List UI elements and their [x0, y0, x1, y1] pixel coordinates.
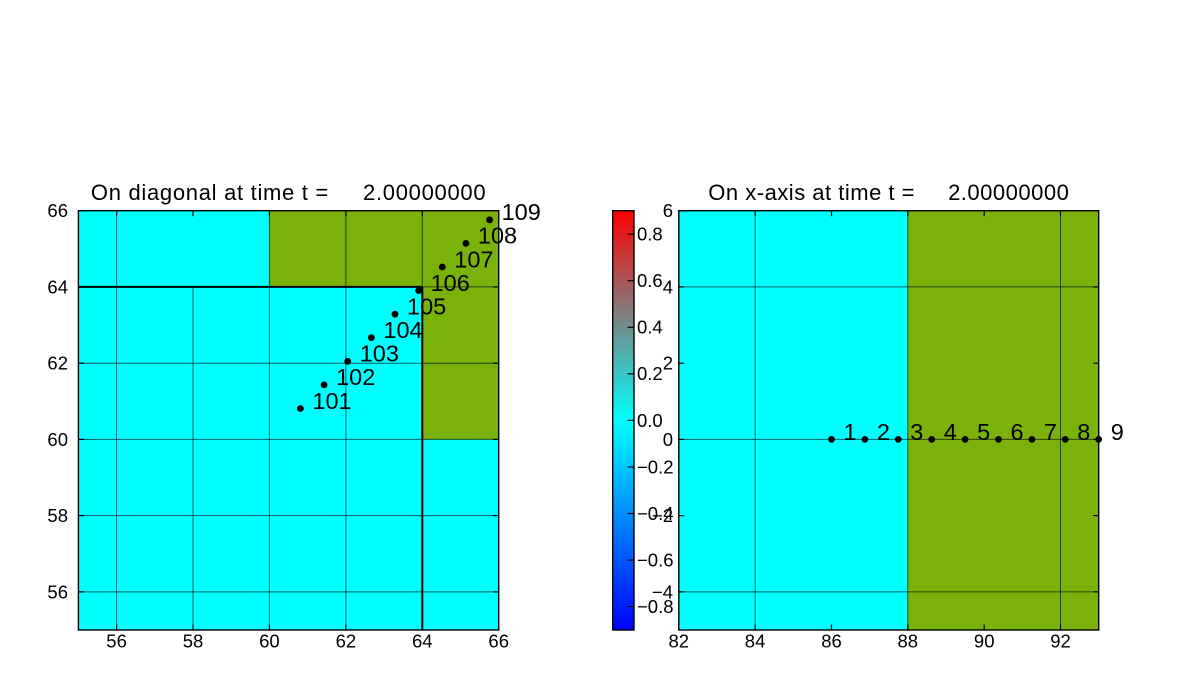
svg-text:On diagonal at time t = 2.: On diagonal at time t = 2.00000000 — [91, 180, 486, 205]
svg-text:58: 58 — [47, 505, 68, 526]
svg-text:0.2: 0.2 — [637, 363, 663, 384]
svg-text:1: 1 — [844, 419, 857, 445]
svg-text:105: 105 — [407, 294, 446, 320]
svg-text:7: 7 — [1044, 419, 1057, 445]
svg-text:0.8: 0.8 — [637, 224, 663, 245]
svg-text:9: 9 — [1111, 419, 1124, 445]
svg-text:84: 84 — [745, 630, 766, 651]
svg-text:104: 104 — [383, 317, 422, 343]
svg-text:60: 60 — [259, 630, 280, 651]
svg-text:88: 88 — [898, 630, 919, 651]
svg-text:106: 106 — [431, 270, 470, 296]
svg-text:−0.4: −0.4 — [637, 503, 674, 524]
svg-text:64: 64 — [412, 630, 433, 651]
svg-text:−4: −4 — [652, 581, 673, 602]
svg-text:0: 0 — [663, 429, 673, 450]
svg-text:107: 107 — [454, 246, 493, 272]
svg-text:2: 2 — [877, 419, 890, 445]
svg-text:6: 6 — [663, 200, 673, 221]
svg-text:0.4: 0.4 — [637, 317, 663, 338]
svg-text:60: 60 — [47, 429, 68, 450]
svg-text:92: 92 — [1050, 630, 1071, 651]
svg-text:108: 108 — [478, 223, 517, 249]
svg-text:82: 82 — [669, 630, 690, 651]
svg-text:86: 86 — [821, 630, 842, 651]
svg-text:4: 4 — [663, 276, 673, 297]
svg-text:66: 66 — [488, 630, 509, 651]
svg-text:2: 2 — [663, 353, 673, 374]
svg-text:0.6: 0.6 — [637, 270, 663, 291]
svg-text:64: 64 — [47, 276, 68, 297]
svg-text:56: 56 — [106, 630, 127, 651]
svg-text:−2: −2 — [652, 505, 673, 526]
svg-text:5: 5 — [977, 419, 990, 445]
svg-text:58: 58 — [183, 630, 204, 651]
svg-text:−0.2: −0.2 — [637, 456, 674, 477]
svg-text:−0.6: −0.6 — [637, 550, 674, 571]
svg-text:102: 102 — [336, 364, 375, 390]
svg-text:6: 6 — [1011, 419, 1024, 445]
svg-text:62: 62 — [47, 353, 68, 374]
svg-text:101: 101 — [312, 388, 351, 414]
svg-text:4: 4 — [944, 419, 957, 445]
svg-text:66: 66 — [47, 200, 68, 221]
svg-text:56: 56 — [47, 581, 68, 602]
svg-text:90: 90 — [974, 630, 995, 651]
svg-text:62: 62 — [336, 630, 357, 651]
svg-text:On x-axis at time t = 2.00: On x-axis at time t = 2.00000000 — [708, 180, 1069, 205]
svg-text:3: 3 — [910, 419, 923, 445]
svg-text:−0.8: −0.8 — [637, 596, 674, 617]
svg-text:103: 103 — [360, 341, 399, 367]
svg-text:0.0: 0.0 — [637, 410, 663, 431]
svg-text:109: 109 — [502, 199, 541, 225]
svg-text:8: 8 — [1077, 419, 1090, 445]
